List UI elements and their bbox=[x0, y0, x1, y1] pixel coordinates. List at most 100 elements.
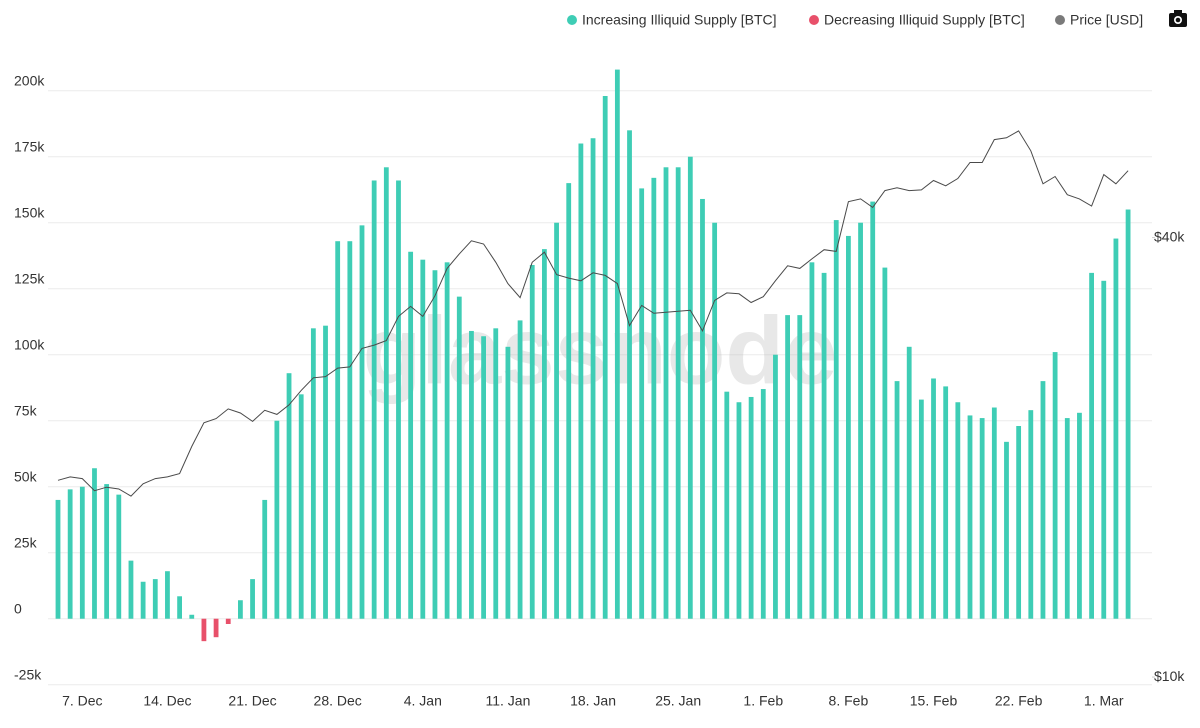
bar bbox=[213, 618, 219, 638]
bar bbox=[274, 420, 280, 619]
bar bbox=[809, 262, 815, 619]
x-tick-label: 1. Feb bbox=[743, 693, 783, 709]
y-tick-label: 175k bbox=[14, 138, 45, 154]
bar bbox=[529, 264, 535, 619]
bar bbox=[700, 198, 705, 619]
bar bbox=[189, 614, 195, 619]
bar bbox=[298, 394, 304, 619]
bar bbox=[347, 241, 353, 619]
bar bbox=[918, 399, 924, 619]
bar bbox=[79, 486, 85, 619]
bar bbox=[943, 386, 949, 619]
bar bbox=[991, 407, 997, 619]
bar bbox=[627, 130, 632, 619]
bar bbox=[225, 618, 231, 624]
bar bbox=[493, 328, 499, 619]
watermark: glassnode bbox=[363, 297, 838, 404]
x-tick-label: 15. Feb bbox=[910, 693, 958, 709]
bar bbox=[870, 201, 876, 619]
bar bbox=[578, 143, 584, 619]
y2-tick-label: $10k bbox=[1154, 668, 1185, 684]
x-tick-label: 28. Dec bbox=[314, 693, 362, 709]
bar bbox=[614, 69, 620, 619]
bar bbox=[323, 325, 328, 619]
bar bbox=[882, 267, 888, 619]
bar bbox=[1052, 352, 1058, 619]
bar bbox=[1016, 426, 1022, 619]
x-tick-label: 1. Mar bbox=[1084, 693, 1124, 709]
bar bbox=[821, 272, 827, 619]
bar bbox=[250, 579, 255, 619]
bar bbox=[1113, 238, 1119, 619]
y2-tick-label: $40k bbox=[1154, 228, 1185, 244]
bar bbox=[639, 188, 645, 619]
y-tick-label: 200k bbox=[14, 72, 45, 88]
bar bbox=[1077, 412, 1082, 619]
y-tick-label: 50k bbox=[14, 468, 38, 484]
legend-label: Price [USD] bbox=[1070, 12, 1143, 28]
bar bbox=[92, 468, 97, 619]
bar bbox=[906, 346, 912, 619]
bar bbox=[165, 571, 170, 619]
bar bbox=[177, 596, 182, 619]
bar bbox=[651, 177, 657, 619]
bar bbox=[566, 183, 572, 619]
bar bbox=[444, 262, 450, 619]
bar bbox=[979, 418, 985, 619]
x-tick-label: 11. Jan bbox=[485, 693, 530, 709]
bar bbox=[687, 156, 693, 619]
y-tick-label: 0 bbox=[14, 600, 22, 616]
bar bbox=[712, 222, 718, 619]
bar bbox=[955, 402, 961, 619]
x-tick-label: 7. Dec bbox=[62, 693, 102, 709]
bar bbox=[201, 618, 207, 642]
bar bbox=[554, 222, 559, 619]
bar bbox=[420, 259, 426, 619]
bar bbox=[286, 373, 292, 619]
bar bbox=[967, 415, 973, 619]
y-tick-label: 25k bbox=[14, 534, 38, 550]
y-tick-label: 150k bbox=[14, 204, 45, 220]
x-tick-label: 25. Jan bbox=[655, 693, 701, 709]
bar bbox=[858, 222, 863, 619]
bar bbox=[833, 220, 839, 619]
bar bbox=[469, 330, 474, 619]
bar bbox=[383, 167, 389, 619]
camera-icon[interactable] bbox=[1169, 10, 1187, 27]
bar bbox=[152, 579, 158, 619]
bar bbox=[1064, 418, 1070, 619]
legend-item: Price [USD] bbox=[1055, 12, 1143, 28]
legend-item: Increasing Illiquid Supply [BTC] bbox=[567, 12, 777, 28]
bar bbox=[432, 270, 438, 619]
bar bbox=[785, 315, 790, 619]
bar bbox=[1089, 272, 1094, 619]
bar bbox=[931, 378, 936, 619]
bar bbox=[602, 96, 608, 619]
bar bbox=[517, 320, 523, 619]
bar bbox=[1125, 209, 1131, 619]
bar bbox=[359, 225, 365, 619]
y-tick-label: -25k bbox=[14, 666, 42, 682]
bar bbox=[67, 489, 73, 619]
y-tick-label: 75k bbox=[14, 402, 38, 418]
bar bbox=[1028, 410, 1034, 619]
y-tick-label: 125k bbox=[14, 270, 45, 286]
bar bbox=[1101, 280, 1107, 619]
x-tick-label: 22. Feb bbox=[995, 693, 1043, 709]
bar bbox=[797, 315, 803, 619]
bar bbox=[104, 484, 110, 619]
bar bbox=[724, 391, 730, 619]
bar bbox=[846, 235, 851, 619]
bar bbox=[736, 402, 742, 619]
bar bbox=[335, 241, 341, 619]
bar bbox=[590, 138, 596, 619]
bar bbox=[456, 296, 462, 619]
x-tick-label: 14. Dec bbox=[143, 693, 191, 709]
bar bbox=[773, 354, 778, 619]
bar bbox=[371, 180, 377, 619]
bar bbox=[1040, 381, 1046, 619]
bar bbox=[310, 328, 316, 619]
legend-marker bbox=[809, 15, 819, 25]
bar bbox=[481, 336, 486, 619]
